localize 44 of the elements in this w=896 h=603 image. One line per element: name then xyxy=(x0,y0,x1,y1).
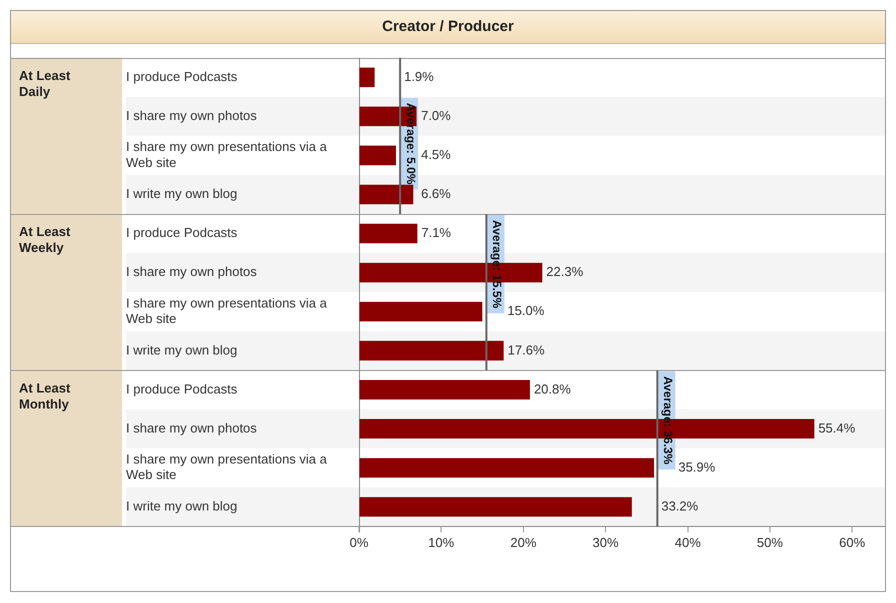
data-label: 6.6% xyxy=(421,186,452,202)
data-label: 1.9% xyxy=(404,68,434,84)
bar xyxy=(360,224,418,244)
y-tick-label: I share my own photos xyxy=(126,264,258,280)
x-tick-label: 50% xyxy=(756,534,784,550)
text: At Least Daily xyxy=(19,68,71,99)
data-label: 22.3% xyxy=(546,264,584,280)
data-label: 20.8% xyxy=(534,381,572,396)
y-tick-label: I write my own blog xyxy=(126,342,238,358)
text: At Least Weekly xyxy=(19,224,71,256)
bar xyxy=(360,146,396,166)
y-tick-label: I share my own presentations via a Web site xyxy=(126,295,328,326)
x-tick-label: 10% xyxy=(428,534,455,550)
data-label: 33.2% xyxy=(661,498,699,514)
chart-title: Creator / Producer xyxy=(11,11,885,44)
data-label: 55.4% xyxy=(818,420,856,436)
text: At Least Monthly xyxy=(19,380,71,412)
y-tick-label: I write my own blog xyxy=(126,498,238,514)
y-tick-label: I produce Podcasts xyxy=(126,225,238,240)
x-tick-label: 0% xyxy=(350,534,369,550)
y-tick-label: I produce Podcasts xyxy=(126,68,238,84)
bar xyxy=(360,302,482,322)
data-label: 4.5% xyxy=(421,147,452,162)
ref-line-label: Average: 15.5% xyxy=(490,220,504,309)
y-tick-label: I share my own presentations via a Web site xyxy=(126,452,328,482)
x-tick-label: 40% xyxy=(674,534,702,550)
y-tick-label: I share my own presentations via a Web site xyxy=(126,139,328,170)
y-tick-label: I write my own blog xyxy=(126,186,238,202)
y-tick-label: I share my own photos xyxy=(126,420,258,436)
data-label: 15.0% xyxy=(507,303,545,318)
bar xyxy=(360,68,375,88)
x-tick-label: 30% xyxy=(592,534,620,550)
data-label: 7.1% xyxy=(421,225,452,240)
ref-line-label: Average: 36.3% xyxy=(661,376,676,465)
y-tick-label: I produce Podcasts xyxy=(126,381,238,396)
data-label: 35.9% xyxy=(678,459,716,474)
bar xyxy=(360,458,654,478)
ref-line-label: Average: 5.0% xyxy=(404,102,418,185)
bar xyxy=(360,380,530,400)
y-tick-label: I share my own photos xyxy=(126,108,258,123)
x-tick-label: 60% xyxy=(839,534,866,550)
data-label: 17.6% xyxy=(508,342,545,358)
data-label: 7.0% xyxy=(421,108,452,123)
x-tick-label: 20% xyxy=(510,534,537,550)
